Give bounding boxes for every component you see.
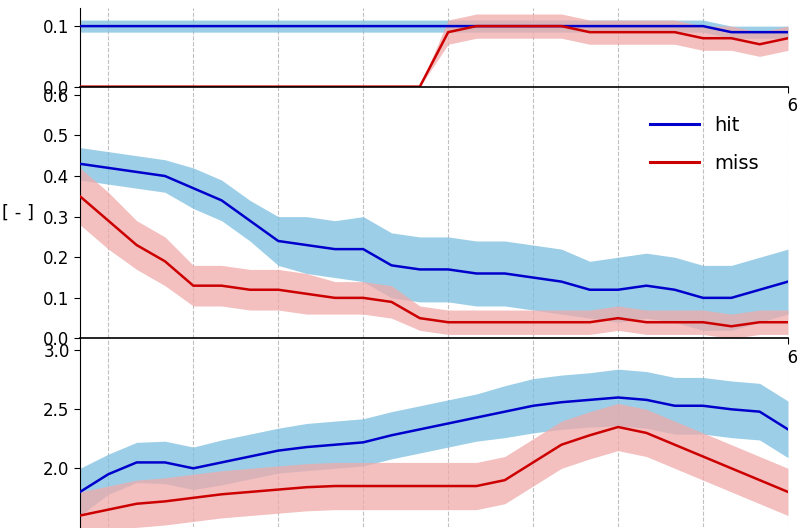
Legend: hit, miss: hit, miss <box>630 96 778 193</box>
Y-axis label: [ - ]: [ - ] <box>2 204 34 222</box>
Text: (b) TSS: (b) TSS <box>80 130 144 148</box>
Text: (c) Intensity: (c) Intensity <box>80 394 188 412</box>
